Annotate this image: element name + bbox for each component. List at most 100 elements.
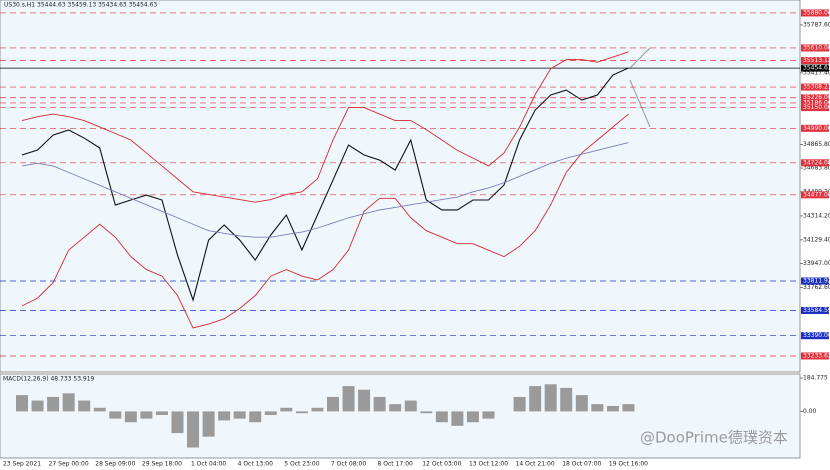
histogram-bar <box>171 411 184 434</box>
histogram-bar <box>109 411 122 419</box>
level-label-box <box>801 306 829 314</box>
level-label: 35308.23 <box>803 84 830 91</box>
histogram-bar <box>560 387 573 412</box>
histogram-bar <box>451 411 464 426</box>
histogram-bar <box>482 411 495 419</box>
histogram-bar <box>575 395 588 412</box>
x-tick-label: 7 Oct 08:00 <box>331 461 366 468</box>
y-tick-label: 184.775 <box>803 375 828 382</box>
x-tick-label: 18 Oct 07:00 <box>562 461 601 468</box>
level-label-box <box>801 104 829 112</box>
histogram-bar <box>435 411 448 423</box>
histogram-bar <box>233 411 246 419</box>
x-tick-label: 13 Oct 12:00 <box>469 461 508 468</box>
histogram-bar <box>373 396 386 412</box>
series-line <box>21 113 629 329</box>
x-tick-label: 28 Sep 09:00 <box>95 461 135 468</box>
level-label: 34724.00 <box>803 159 830 166</box>
histogram-bar <box>202 411 215 437</box>
level-label: 34477.00 <box>803 191 830 198</box>
histogram-bar <box>389 404 402 412</box>
x-tick-label: 5 Oct 23:00 <box>284 461 319 468</box>
level-label: 33390.00 <box>803 332 830 339</box>
histogram-bar <box>311 407 324 412</box>
histogram-bar <box>544 384 557 412</box>
level-label-box <box>801 9 829 17</box>
level-label-box <box>801 191 829 199</box>
level-label-box <box>801 332 829 340</box>
histogram-bar <box>78 400 91 412</box>
level-label: 35226.00 <box>803 94 830 101</box>
level-label-box <box>801 64 829 72</box>
main-panel <box>0 0 801 373</box>
y-tick-label: 34683.80 <box>803 165 830 172</box>
x-tick-label: 8 Oct 17:00 <box>378 461 413 468</box>
histogram-bar <box>264 411 277 416</box>
histogram-bar <box>622 404 635 412</box>
y-tick-label: 34865.80 <box>803 141 830 148</box>
x-tick-label: 1 Oct 04:00 <box>191 461 226 468</box>
level-label: 35454.63 <box>803 65 830 72</box>
histogram-bar <box>466 411 479 423</box>
level-label-box <box>801 94 829 102</box>
histogram-bar <box>295 411 308 414</box>
level-label-box <box>801 277 829 285</box>
y-tick-label: 0.00 <box>803 408 817 415</box>
level-label: 35186.00 <box>803 99 830 106</box>
x-tick-label: 27 Sep 00:00 <box>49 461 89 468</box>
level-label-box <box>801 352 829 360</box>
histogram-bar <box>420 411 433 414</box>
arrow-up <box>629 47 651 69</box>
histogram-bar <box>280 407 293 412</box>
histogram-bar <box>513 396 526 412</box>
level-label: 33811.92 <box>803 278 830 285</box>
arrow-down <box>629 79 651 128</box>
x-tick-label: 19 Oct 16:00 <box>609 461 648 468</box>
level-label: 35513.12 <box>803 57 830 64</box>
y-tick-label: 33947.00 <box>803 260 830 267</box>
level-label-box <box>801 83 829 91</box>
y-tick-label: 34314.20 <box>803 212 830 219</box>
histogram-bar <box>155 411 168 416</box>
level-label: 33233.63 <box>803 352 830 359</box>
level-label: 33584.59 <box>803 307 830 314</box>
histogram-bar <box>187 411 200 448</box>
histogram-bar <box>606 405 619 412</box>
y-tick-label: 35417.40 <box>803 69 830 76</box>
chart-title: US30.s,H1 35444.63 35459.13 35434.63 354… <box>4 2 157 9</box>
x-tick-label: 14 Oct 21:00 <box>516 461 555 468</box>
histogram-bar <box>529 386 542 412</box>
histogram-bar <box>358 389 371 412</box>
series-line <box>21 51 629 203</box>
level-label-box <box>801 99 829 107</box>
histogram-bar <box>342 386 355 412</box>
y-tick-label: 34129.40 <box>803 236 830 243</box>
x-tick-label: 4 Oct 13:00 <box>238 461 273 468</box>
series-line <box>21 142 629 238</box>
histogram-bar <box>140 411 153 419</box>
histogram-bar <box>62 393 75 412</box>
histogram-bar <box>591 404 604 412</box>
x-tick-label: 29 Sep 18:00 <box>142 461 182 468</box>
histogram-bar <box>16 395 28 412</box>
y-tick-label: 33762.60 <box>803 284 830 291</box>
macd-title: MACD(12,26,9) 48.733 53.919 <box>3 376 95 383</box>
series-line <box>21 67 629 302</box>
level-label: 35610.00 <box>803 44 830 51</box>
histogram-bar <box>249 411 262 423</box>
histogram-bar <box>93 407 106 412</box>
level-label: 35880.00 <box>803 9 830 16</box>
y-tick-label: 35787.60 <box>803 21 830 28</box>
level-label-box <box>801 124 829 132</box>
histogram-bar <box>327 396 339 412</box>
histogram-bar <box>47 396 60 412</box>
x-tick-label: 12 Oct 03:00 <box>422 461 461 468</box>
histogram-bar <box>404 400 417 412</box>
level-label-box <box>801 57 829 65</box>
histogram-bar <box>218 411 231 421</box>
histogram-bar <box>31 400 44 412</box>
level-label-box <box>801 159 829 167</box>
watermark: @DooPrime德璞资本 <box>640 429 788 447</box>
